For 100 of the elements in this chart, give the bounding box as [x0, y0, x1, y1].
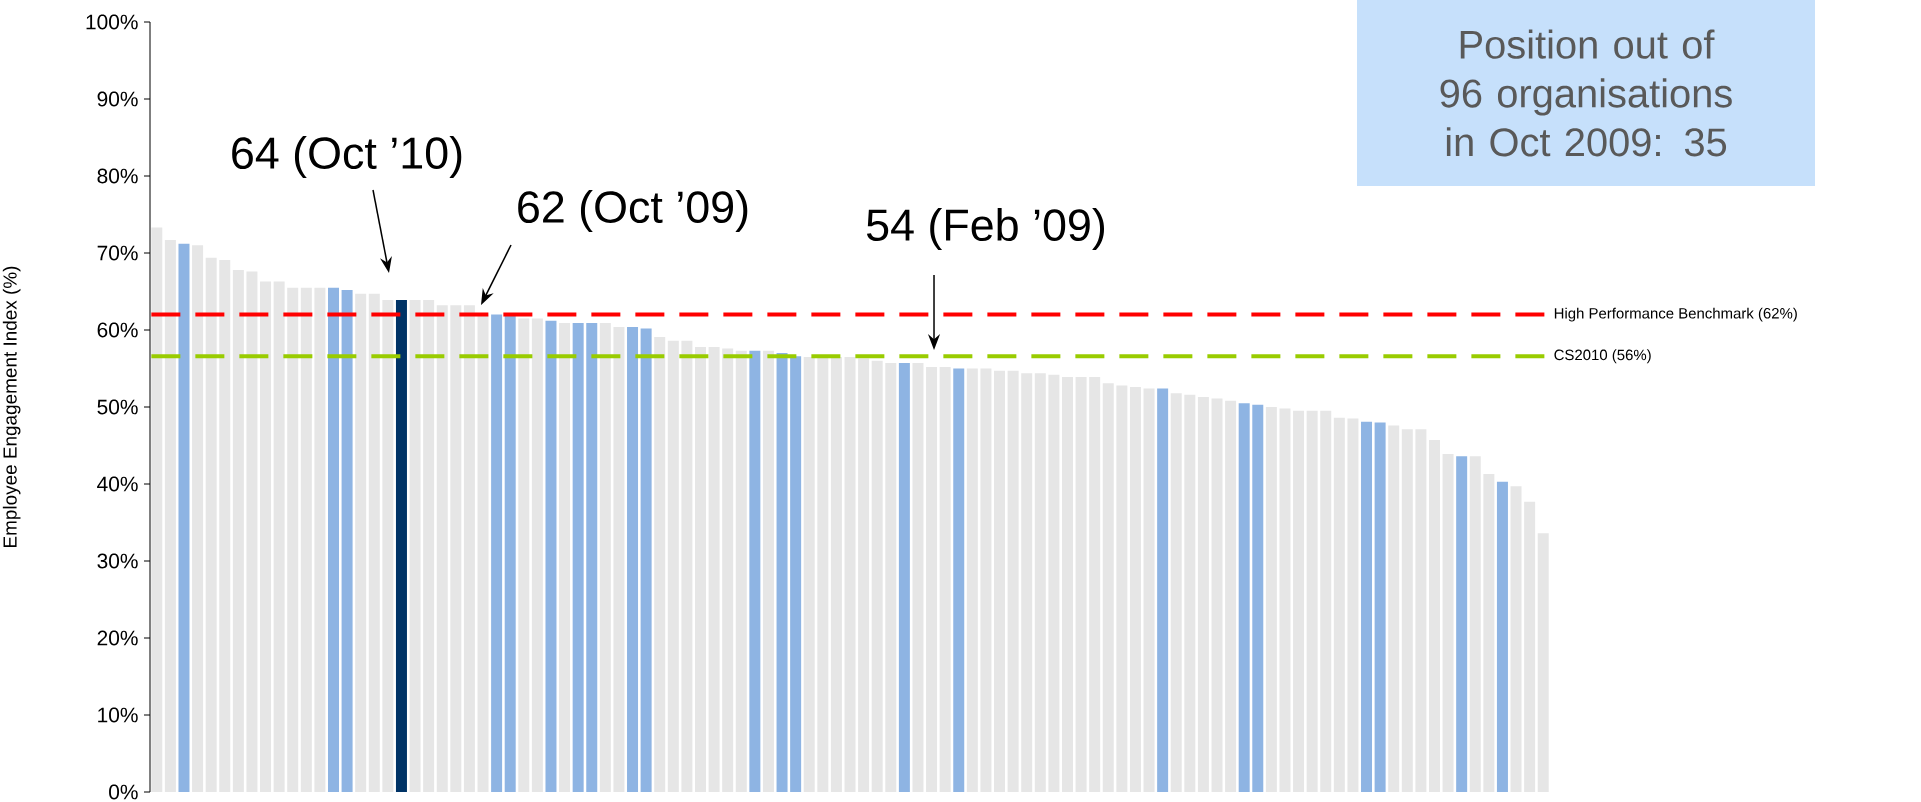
- bar: [1347, 418, 1359, 793]
- bar: [246, 271, 258, 793]
- bar: [504, 315, 516, 793]
- bar: [817, 356, 829, 793]
- bar: [436, 305, 448, 793]
- bar: [844, 356, 856, 793]
- bar: [1143, 388, 1155, 793]
- bar: [980, 368, 992, 793]
- bar: [1333, 417, 1345, 793]
- bar: [1442, 453, 1454, 793]
- bar: [1456, 456, 1468, 793]
- bar: [395, 299, 407, 793]
- bar: [586, 323, 598, 793]
- bar: [762, 350, 774, 793]
- y-tick-label: 50%: [97, 399, 138, 415]
- bar: [1089, 376, 1101, 793]
- bar: [477, 314, 489, 793]
- bar: [790, 356, 802, 793]
- bar: [287, 287, 299, 793]
- y-tick-label: 0%: [109, 784, 138, 800]
- bar: [966, 368, 978, 793]
- bar: [926, 366, 938, 793]
- annotation: 62 (Oct ’09): [518, 190, 748, 232]
- bar: [1225, 400, 1237, 793]
- bar: [667, 340, 679, 793]
- y-tick-label: 20%: [97, 630, 138, 646]
- y-tick-label: 60%: [97, 322, 138, 338]
- y-tick-label: 70%: [97, 245, 138, 261]
- bar: [1007, 370, 1019, 793]
- bar: [627, 326, 639, 793]
- bar: [1197, 397, 1209, 793]
- bar: [1361, 421, 1373, 793]
- bar: [1184, 394, 1196, 793]
- bar: [1428, 440, 1440, 793]
- bar: [1116, 385, 1128, 793]
- bar: [681, 340, 693, 793]
- bar: [1388, 425, 1400, 793]
- y-tick-label: 10%: [98, 707, 138, 723]
- bar: [694, 346, 706, 793]
- bar: [830, 356, 842, 793]
- bar: [1102, 383, 1114, 793]
- bar: [994, 370, 1006, 793]
- bar: [803, 356, 815, 793]
- bar: [1374, 422, 1386, 793]
- bar: [1483, 474, 1495, 793]
- bar: [1469, 456, 1481, 793]
- ref-line-label: High Performance Benchmark (62%): [1554, 307, 1797, 322]
- bar: [260, 281, 272, 793]
- bar: [613, 326, 625, 793]
- bar: [491, 314, 503, 793]
- bar: [382, 299, 394, 793]
- bar: [450, 305, 462, 793]
- bar: [912, 363, 924, 793]
- bar: [708, 346, 720, 793]
- bar: [1021, 373, 1033, 793]
- bar: [178, 243, 190, 793]
- bar: [640, 328, 652, 793]
- bar: [232, 269, 244, 793]
- bar: [164, 239, 176, 793]
- bar: [871, 360, 883, 793]
- bar: [1211, 398, 1223, 793]
- bar: [368, 293, 380, 793]
- bar: [1415, 429, 1427, 793]
- bar: [1401, 429, 1413, 793]
- bar: [341, 289, 353, 793]
- bar: [1157, 388, 1169, 793]
- bar: [1524, 501, 1536, 793]
- bar: [858, 358, 870, 793]
- bar: [599, 323, 611, 793]
- bar: [423, 299, 435, 793]
- y-axis-title: Employee Engagement Index (%): [2, 266, 21, 547]
- bar: [1293, 410, 1305, 793]
- bar: [314, 287, 326, 793]
- y-tick-label: 30%: [97, 553, 138, 569]
- y-tick-label: 40%: [97, 476, 138, 492]
- bar: [1129, 386, 1141, 793]
- y-tick-label: 80%: [97, 168, 138, 184]
- bar: [735, 350, 747, 793]
- bar: [1170, 393, 1182, 793]
- bar: [939, 366, 951, 793]
- bar: [1061, 376, 1073, 793]
- bar: [559, 323, 571, 793]
- bar: [192, 245, 204, 793]
- bar: [355, 293, 367, 793]
- bar: [572, 323, 584, 793]
- bar: [463, 305, 475, 793]
- bar: [722, 348, 734, 793]
- bar: [1265, 407, 1277, 793]
- bar: [1279, 408, 1291, 793]
- bar: [273, 281, 285, 793]
- bar: [776, 353, 788, 793]
- bar: [1238, 403, 1250, 793]
- bar: [531, 318, 543, 793]
- bar: [1496, 481, 1508, 793]
- y-tick-label: 90%: [97, 91, 138, 107]
- annotation: 64 (Oct ’10): [232, 136, 462, 178]
- bar: [219, 259, 231, 793]
- bar: [654, 336, 666, 793]
- y-tick-label: 100%: [86, 14, 138, 30]
- bar: [749, 350, 761, 793]
